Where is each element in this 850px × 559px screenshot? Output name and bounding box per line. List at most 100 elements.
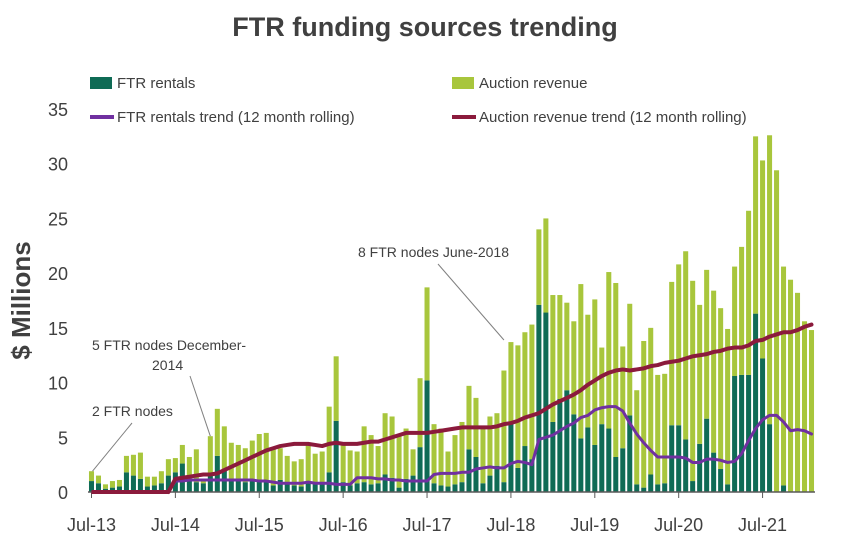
line-ftr-rentals-trend	[166, 405, 814, 494]
bar-ftr-rentals	[543, 312, 549, 492]
bar-ftr-rentals	[375, 483, 381, 492]
bar-auction-revenue	[599, 347, 605, 425]
bar-auction-revenue	[711, 290, 717, 453]
bar-ftr-rentals	[473, 456, 479, 492]
bar-ftr-rentals	[263, 482, 269, 492]
bar-ftr-rentals	[627, 415, 633, 492]
bar-auction-revenue	[270, 448, 276, 486]
bar-ftr-rentals	[648, 474, 654, 492]
bar-ftr-rentals	[459, 482, 465, 492]
bar-ftr-rentals	[256, 479, 262, 492]
line-auction-revenue-trend	[166, 322, 814, 494]
bar-ftr-rentals	[732, 376, 738, 492]
bar-auction-revenue	[669, 281, 675, 426]
bar-auction-revenue	[144, 476, 150, 487]
bar-ftr-rentals	[606, 428, 612, 492]
bar-ftr-rentals	[522, 446, 528, 492]
bar-auction-revenue	[242, 448, 248, 483]
bar-auction-revenue	[354, 451, 360, 484]
bar-ftr-rentals	[417, 447, 423, 492]
bar-auction-revenue	[95, 475, 102, 484]
bar-auction-revenue	[277, 448, 283, 480]
bar-ftr-rentals	[116, 486, 122, 492]
bar-auction-revenue	[774, 170, 780, 492]
bar-auction-revenue	[627, 303, 633, 416]
bar-ftr-rentals	[634, 484, 640, 492]
bar-auction-revenue	[431, 424, 437, 484]
annotation-2-ftr-nodes: 2 FTR nodes	[92, 403, 173, 419]
bar-ftr-rentals	[655, 484, 661, 492]
x-tick-label: Jul-20	[654, 515, 703, 535]
bar-auction-revenue	[361, 426, 367, 483]
bar-auction-revenue	[221, 426, 227, 471]
bar-ftr-rentals	[347, 485, 353, 492]
bar-auction-revenue	[340, 442, 346, 483]
bar-auction-revenue	[102, 484, 108, 489]
y-tick-label: 15	[48, 319, 68, 339]
bar-auction-revenue	[298, 459, 304, 487]
bar-auction-revenue	[347, 450, 353, 486]
bar-ftr-rentals	[767, 424, 773, 492]
bar-auction-revenue	[704, 269, 710, 419]
bar-auction-revenue	[648, 327, 654, 475]
bar-auction-revenue	[445, 451, 451, 487]
bar-auction-revenue	[375, 446, 381, 484]
bar-auction-revenue	[550, 295, 556, 422]
bar-ftr-rentals	[557, 398, 563, 492]
bar-auction-revenue	[452, 435, 458, 485]
bar-auction-revenue	[116, 479, 122, 487]
bar-auction-revenue	[501, 370, 507, 483]
bar-ftr-rentals	[200, 483, 206, 492]
bar-ftr-rentals	[536, 304, 542, 492]
x-tick-label: Jul-15	[235, 515, 284, 535]
bar-ftr-rentals	[585, 427, 591, 492]
bar-auction-revenue	[130, 454, 136, 476]
bar-auction-revenue	[508, 342, 514, 422]
y-tick-label: 0	[58, 483, 68, 503]
bar-ftr-rentals	[284, 483, 290, 492]
bar-ftr-rentals	[753, 313, 759, 492]
bar-ftr-rentals	[508, 421, 514, 492]
bar-ftr-rentals	[487, 475, 493, 492]
bar-auction-revenue	[319, 451, 325, 483]
bar-auction-revenue	[389, 416, 395, 478]
bar-ftr-rentals	[690, 481, 696, 492]
bar-ftr-rentals	[95, 483, 102, 492]
bar-ftr-rentals	[361, 482, 367, 492]
bar-auction-revenue	[529, 324, 535, 460]
bar-auction-revenue	[592, 299, 598, 445]
bar-auction-revenue	[109, 481, 115, 488]
bar-ftr-rentals	[438, 485, 444, 492]
bar-ftr-rentals	[277, 479, 283, 492]
bar-ftr-rentals	[130, 475, 136, 492]
bar-auction-revenue	[424, 287, 430, 381]
bar-auction-revenue	[634, 390, 640, 485]
bar-ftr-rentals	[480, 483, 486, 492]
bar-auction-revenue	[655, 374, 661, 485]
bar-ftr-rentals	[725, 484, 731, 492]
bar-auction-revenue	[326, 406, 332, 473]
bar-auction-revenue	[641, 340, 647, 488]
bar-ftr-rentals	[228, 478, 234, 492]
legend-auction-revenue-label: Auction revenue	[479, 75, 587, 92]
bar-auction-revenue	[333, 356, 339, 421]
x-tick-label: Jul-16	[319, 515, 368, 535]
bar-auction-revenue	[515, 345, 521, 468]
bar-ftr-rentals	[389, 477, 395, 492]
bar-auction-revenue	[620, 346, 626, 449]
bar-auction-revenue	[564, 302, 570, 391]
bar-ftr-rentals	[564, 390, 570, 492]
bar-auction-revenue	[522, 332, 528, 447]
legend-auction-revenue-swatch	[452, 77, 474, 89]
x-tick-label: Jul-13	[67, 515, 116, 535]
x-tick-label: Jul-14	[151, 515, 200, 535]
bar-auction-revenue	[487, 416, 493, 476]
bar-ftr-rentals	[669, 425, 675, 492]
bar-ftr-rentals	[662, 483, 668, 492]
bar-ftr-rentals	[186, 478, 192, 492]
bar-ftr-rentals	[144, 486, 150, 492]
bar-auction-revenue	[767, 135, 773, 425]
bar-auction-revenue	[808, 330, 815, 492]
bar-auction-revenue	[788, 279, 794, 492]
